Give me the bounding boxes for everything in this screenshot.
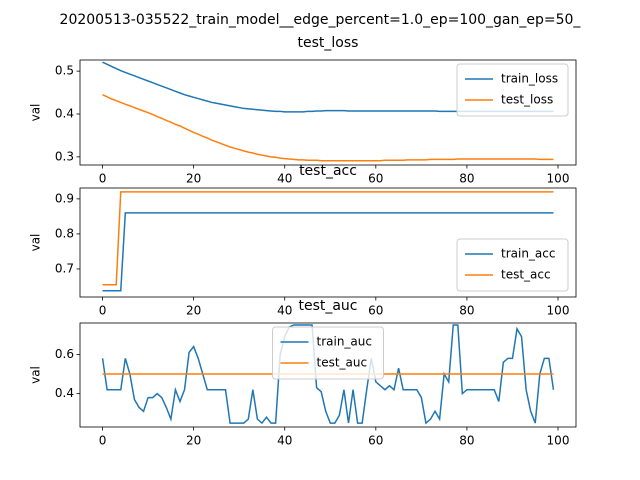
y-tick-label: 0.4: [55, 107, 74, 121]
x-tick-label: 80: [459, 172, 474, 186]
legend-box: [456, 63, 569, 117]
x-tick-label: 100: [547, 172, 570, 186]
y-tick-label: 0.8: [55, 226, 74, 240]
x-tick-label: 40: [277, 304, 292, 318]
line-series: [101, 324, 555, 425]
subplot-title: test_loss: [298, 35, 359, 51]
x-tick-label: 0: [99, 434, 107, 448]
x-tick-label: 100: [547, 304, 570, 318]
y-tick-label: 0.9: [55, 191, 74, 205]
legend-box: [456, 238, 569, 292]
x-tick-label: 60: [368, 434, 383, 448]
axes-frame: [79, 187, 577, 298]
x-tick-label: 80: [459, 434, 474, 448]
legend-label: test_loss: [501, 93, 553, 107]
subplot-title: test_auc: [298, 298, 357, 314]
x-tick-label: 100: [547, 434, 570, 448]
y-axis-label: val: [29, 366, 43, 384]
y-tick-label: 0.7: [55, 261, 74, 275]
figure-title: 20200513-035522_train_model__edge_percen…: [60, 12, 582, 28]
legend-label: train_acc: [501, 247, 555, 261]
x-tick-label: 0: [99, 172, 107, 186]
x-tick-label: 40: [277, 434, 292, 448]
x-tick-label: 60: [368, 304, 383, 318]
y-tick-label: 0.6: [55, 347, 74, 361]
x-tick-label: 0: [99, 304, 107, 318]
x-tick-label: 20: [186, 172, 201, 186]
y-tick-label: 0.4: [55, 386, 74, 400]
y-tick-label: 0.3: [55, 149, 74, 163]
y-axis-label: val: [29, 234, 43, 252]
legend-label: test_auc: [317, 356, 368, 370]
x-tick-label: 20: [186, 304, 201, 318]
legend-label: train_loss: [501, 72, 558, 86]
x-tick-label: 80: [459, 304, 474, 318]
legend-label: train_auc: [317, 335, 373, 349]
y-axis-label: val: [29, 104, 43, 122]
axes-frame: [79, 59, 577, 166]
legend-label: test_acc: [501, 268, 551, 282]
subplot-title: test_acc: [299, 163, 357, 179]
x-tick-label: 20: [186, 434, 201, 448]
line-series: [102, 212, 554, 292]
y-tick-label: 0.5: [55, 64, 74, 78]
axes-frame: [79, 322, 577, 428]
line-series: [102, 94, 554, 162]
line-series: [102, 191, 554, 286]
legend-box: [272, 326, 384, 380]
x-tick-label: 40: [277, 172, 292, 186]
x-tick-label: 60: [368, 172, 383, 186]
